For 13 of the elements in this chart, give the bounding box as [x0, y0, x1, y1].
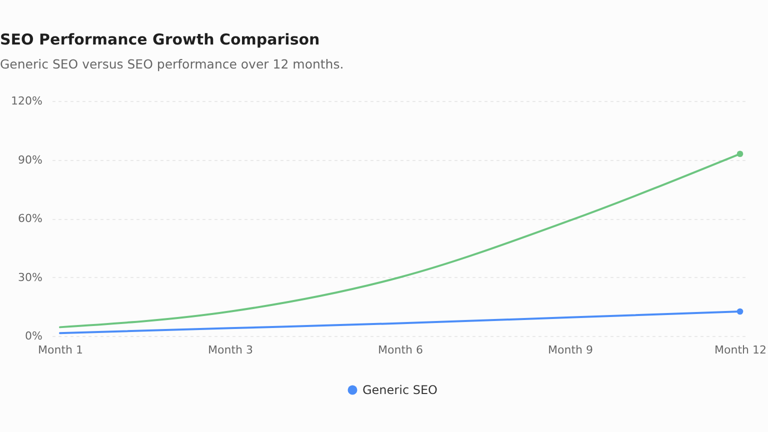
- y-tick-label: 120%: [11, 94, 42, 108]
- y-tick-label: 90%: [18, 153, 42, 166]
- x-tick-label: Month 12: [714, 344, 766, 356]
- y-tick-label: 0%: [25, 330, 42, 342]
- y-tick-label: 30%: [18, 270, 42, 284]
- x-tick-label: Month 6: [378, 344, 423, 356]
- chart-subtitle: Generic SEO versus SEO performance over 12 months.: [0, 56, 344, 72]
- chart-title: SEO Performance Growth Comparison: [0, 30, 320, 48]
- legend-label: Generic SEO: [362, 383, 438, 397]
- x-tick-label: Month 3: [208, 344, 253, 356]
- y-tick-label: 60%: [18, 212, 42, 225]
- x-tick-label: Month 9: [548, 344, 593, 356]
- x-tick-label: Month 1: [38, 344, 83, 356]
